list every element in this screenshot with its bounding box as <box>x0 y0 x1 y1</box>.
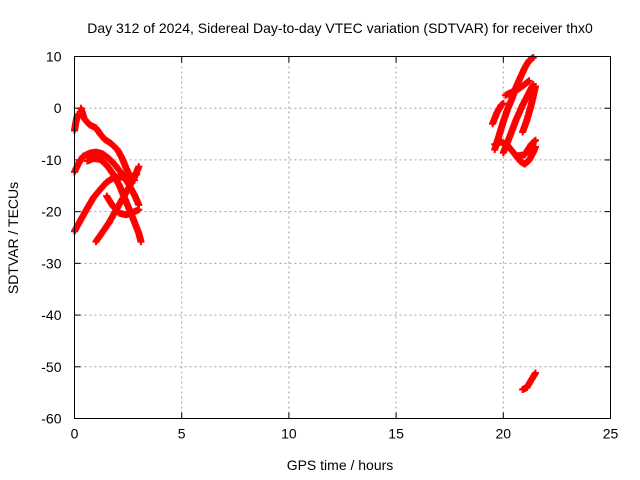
data-point <box>531 136 539 144</box>
y-tick-label: -40 <box>41 307 61 323</box>
x-axis: 0 5 10 15 20 25 <box>71 56 619 442</box>
series-arc-13 <box>514 136 539 160</box>
series-arc-12 <box>519 82 539 136</box>
data-point <box>531 369 539 377</box>
series-arc-6 <box>77 104 139 184</box>
data-point <box>137 238 145 246</box>
data-point <box>135 163 143 171</box>
series-arc-10 <box>489 100 507 128</box>
x-tick-label: 25 <box>603 426 619 442</box>
x-tick-label: 5 <box>178 426 186 442</box>
data-point <box>529 54 537 62</box>
data-point <box>131 176 139 184</box>
data-point <box>525 77 533 85</box>
y-tick-label: -50 <box>41 359 61 375</box>
y-tick-label: -60 <box>41 411 61 427</box>
y-tick-label: -20 <box>41 204 61 220</box>
y-tick-label: 10 <box>46 49 62 65</box>
series-arc-4 <box>83 154 145 246</box>
y-tick-label: 0 <box>54 100 62 116</box>
y-tick-label: -10 <box>41 152 61 168</box>
data-point <box>499 100 507 108</box>
data-series <box>71 54 539 394</box>
series-arc-3 <box>71 148 143 209</box>
x-tick-label: 0 <box>71 426 79 442</box>
x-axis-title: GPS time / hours <box>287 457 394 473</box>
y-axis-title: SDTVAR / TECUs <box>5 182 21 294</box>
series-arc-14 <box>501 77 533 99</box>
x-tick-label: 10 <box>281 426 297 442</box>
data-point <box>135 206 143 214</box>
data-point <box>531 82 539 90</box>
y-axis: 10 0 -10 -20 -30 -40 -50 -60 <box>41 49 611 427</box>
chart-title: Day 312 of 2024, Sidereal Day-to-day VTE… <box>87 20 593 36</box>
data-point <box>530 137 538 145</box>
plot-frame <box>74 56 611 419</box>
x-tick-label: 20 <box>496 426 512 442</box>
series-arc-15 <box>519 369 539 394</box>
x-tick-label: 15 <box>388 426 404 442</box>
series-arc-7 <box>103 192 143 219</box>
y-tick-label: -30 <box>41 255 61 271</box>
